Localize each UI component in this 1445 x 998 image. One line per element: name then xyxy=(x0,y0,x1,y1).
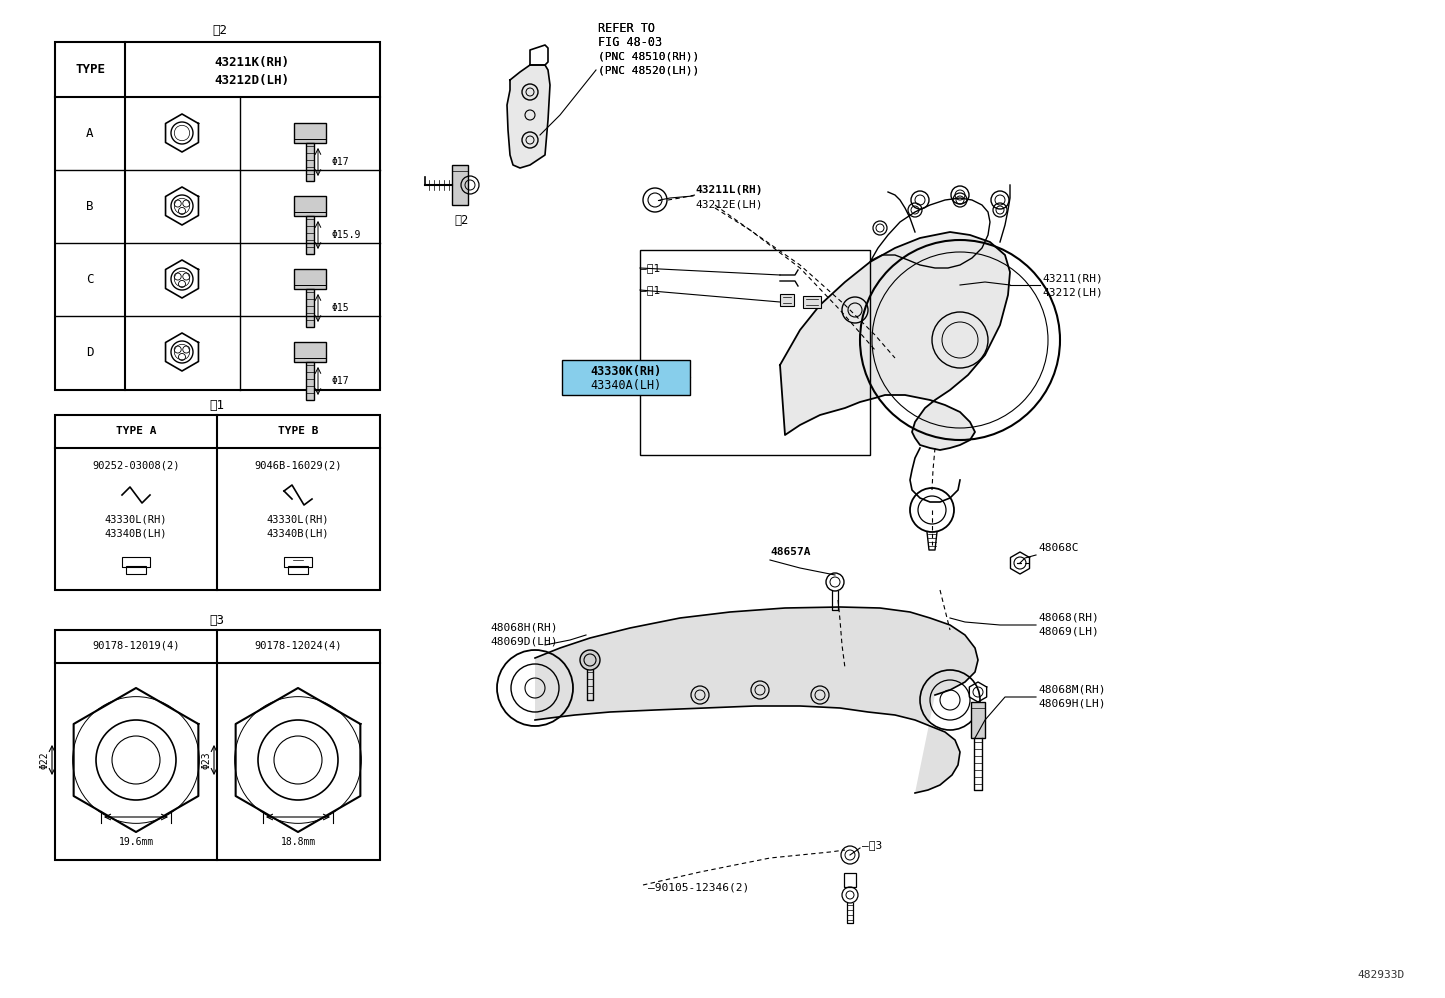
Text: FIG 48-03: FIG 48-03 xyxy=(598,36,662,49)
Text: 48068M(RH): 48068M(RH) xyxy=(1038,685,1105,695)
Text: ※3: ※3 xyxy=(210,614,224,627)
Text: 90178-12024(4): 90178-12024(4) xyxy=(254,641,342,651)
Text: 43211L(RH): 43211L(RH) xyxy=(695,185,763,195)
Polygon shape xyxy=(507,65,551,168)
Text: ※2: ※2 xyxy=(212,24,227,37)
Bar xyxy=(293,342,327,362)
Text: 9046B-16029(2): 9046B-16029(2) xyxy=(254,460,342,470)
Text: D: D xyxy=(87,345,94,358)
Text: Φ23: Φ23 xyxy=(201,751,211,768)
Bar xyxy=(306,362,314,400)
Text: 48069D(LH): 48069D(LH) xyxy=(490,637,558,647)
Text: Φ22: Φ22 xyxy=(39,751,49,768)
Text: 43211K(RH): 43211K(RH) xyxy=(214,56,289,69)
Text: REFER TO: REFER TO xyxy=(598,22,655,35)
Text: —90105-12346(2): —90105-12346(2) xyxy=(647,883,750,893)
Text: (PNC 48510(RH)): (PNC 48510(RH)) xyxy=(598,51,699,61)
Text: TYPE A: TYPE A xyxy=(116,426,156,436)
Bar xyxy=(844,873,855,887)
Text: —※1: —※1 xyxy=(640,285,660,295)
Text: 48657A: 48657A xyxy=(770,547,811,557)
Text: 43340B(LH): 43340B(LH) xyxy=(104,528,168,538)
Bar xyxy=(288,566,308,574)
Bar xyxy=(126,566,146,574)
Bar xyxy=(293,123,327,143)
FancyBboxPatch shape xyxy=(562,360,691,395)
Bar xyxy=(55,42,380,390)
Text: 43340B(LH): 43340B(LH) xyxy=(267,528,329,538)
Text: B: B xyxy=(87,200,94,213)
Text: Φ15.9: Φ15.9 xyxy=(331,230,360,240)
Text: Φ17: Φ17 xyxy=(331,157,348,167)
Bar xyxy=(285,557,312,567)
Text: 90178-12019(4): 90178-12019(4) xyxy=(92,641,179,651)
Text: 19.6mm: 19.6mm xyxy=(118,837,153,847)
Bar xyxy=(306,289,314,327)
Text: —※3: —※3 xyxy=(863,840,883,850)
Text: A: A xyxy=(87,127,94,140)
Text: Φ15: Φ15 xyxy=(331,303,348,313)
Text: TYPE B: TYPE B xyxy=(277,426,318,436)
Text: 43340A(LH): 43340A(LH) xyxy=(591,378,662,391)
Text: ※1: ※1 xyxy=(210,398,224,411)
Polygon shape xyxy=(780,232,1010,450)
Text: (PNC 48520(LH)): (PNC 48520(LH)) xyxy=(598,65,699,75)
Text: (PNC 48510(RH)): (PNC 48510(RH)) xyxy=(598,51,699,61)
Text: 43211(RH): 43211(RH) xyxy=(1042,273,1103,283)
Bar xyxy=(121,557,150,567)
Text: C: C xyxy=(87,272,94,285)
Text: 48069H(LH): 48069H(LH) xyxy=(1038,699,1105,709)
Text: Φ17: Φ17 xyxy=(331,376,348,386)
Text: 43212(LH): 43212(LH) xyxy=(1042,287,1103,297)
Text: 48068H(RH): 48068H(RH) xyxy=(490,623,558,633)
Bar xyxy=(640,250,870,455)
Bar xyxy=(780,294,793,306)
Circle shape xyxy=(579,650,600,670)
Text: 43330K(RH): 43330K(RH) xyxy=(591,364,662,377)
Text: 482933D: 482933D xyxy=(1358,970,1405,980)
Text: FIG 48-03: FIG 48-03 xyxy=(598,36,662,49)
Text: 43330L(RH): 43330L(RH) xyxy=(267,515,329,525)
Text: 48069(LH): 48069(LH) xyxy=(1038,627,1098,637)
Text: 18.8mm: 18.8mm xyxy=(280,837,315,847)
Polygon shape xyxy=(535,607,978,793)
Text: —※1: —※1 xyxy=(640,263,660,273)
Text: REFER TO: REFER TO xyxy=(598,22,655,35)
Bar xyxy=(293,269,327,289)
Text: (PNC 48520(LH)): (PNC 48520(LH)) xyxy=(598,65,699,75)
Text: TYPE: TYPE xyxy=(75,63,105,76)
Bar xyxy=(55,415,380,590)
Bar xyxy=(306,143,314,181)
Text: 48068C: 48068C xyxy=(1038,543,1078,553)
Bar xyxy=(971,702,985,738)
Bar xyxy=(452,165,468,205)
Bar xyxy=(55,630,380,860)
Bar xyxy=(293,196,327,216)
Text: 48068(RH): 48068(RH) xyxy=(1038,613,1098,623)
Text: ※2: ※2 xyxy=(455,214,470,227)
Text: 90252-03008(2): 90252-03008(2) xyxy=(92,460,179,470)
Text: 43212D(LH): 43212D(LH) xyxy=(214,74,289,87)
Bar xyxy=(803,296,821,308)
Text: 43212E(LH): 43212E(LH) xyxy=(695,199,763,209)
Text: 43330L(RH): 43330L(RH) xyxy=(104,515,168,525)
Bar xyxy=(306,216,314,254)
